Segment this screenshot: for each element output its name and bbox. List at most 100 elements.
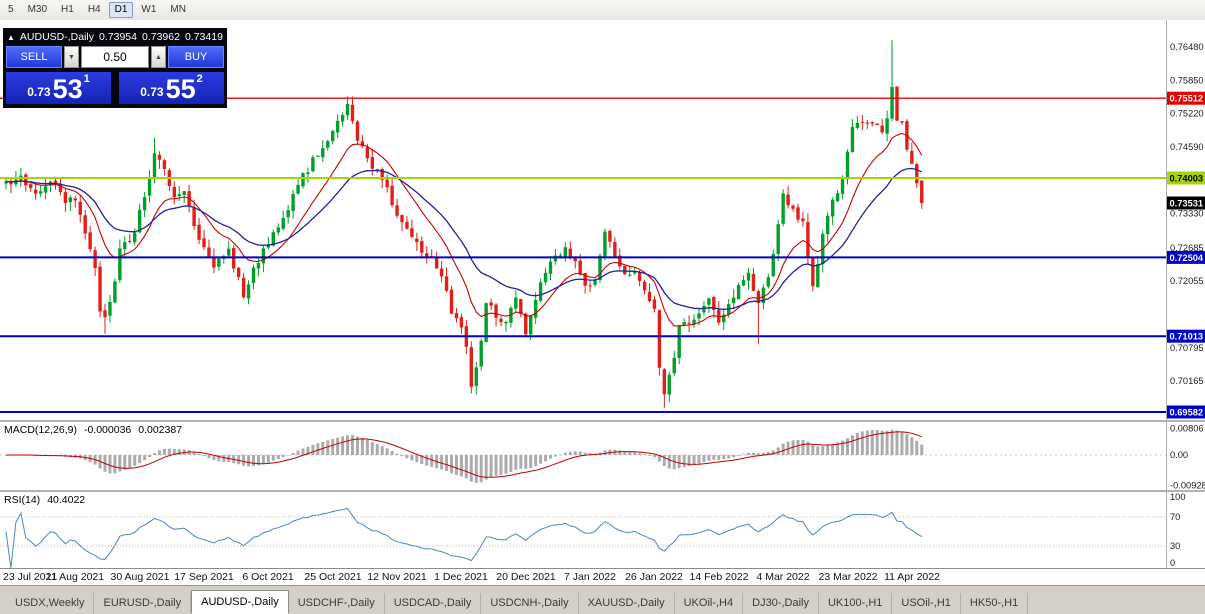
timeframe-button-mn[interactable]: MN bbox=[170, 4, 186, 15]
svg-text:0.75512: 0.75512 bbox=[1170, 94, 1204, 104]
chart-tab-usoilh1[interactable]: USOil-,H1 bbox=[892, 593, 961, 614]
timeframe-button-m30[interactable]: M30 bbox=[27, 4, 48, 15]
date-axis-label: 14 Feb 2022 bbox=[689, 571, 749, 583]
price-tag: 0.71013 bbox=[1167, 329, 1205, 343]
timeframe-button-d1[interactable]: D1 bbox=[108, 2, 134, 18]
date-axis-label: 6 Oct 2021 bbox=[242, 571, 294, 583]
timeframe-button-5[interactable]: 5 bbox=[8, 4, 14, 15]
macd-value-1: -0.000036 bbox=[83, 424, 132, 436]
chart-tab-usdcnhdaily[interactable]: USDCNH-,Daily bbox=[481, 593, 579, 614]
ohlc-close: 0.73531 bbox=[227, 31, 266, 43]
date-axis-label: 23 Mar 2022 bbox=[818, 571, 878, 583]
chart-tab-usdcaddaily[interactable]: USDCAD-,Daily bbox=[385, 593, 482, 614]
buy-button[interactable]: BUY bbox=[168, 46, 224, 68]
rsi-tick-label: 30 bbox=[1170, 541, 1180, 551]
rsi-canvas[interactable]: 100 70 30 0 bbox=[0, 492, 1205, 568]
date-axis-label: 30 Aug 2021 bbox=[110, 571, 170, 583]
price-tag: 0.73531 bbox=[1167, 196, 1205, 210]
panel-splitter[interactable] bbox=[0, 490, 1205, 492]
price-tick-label: 0.73330 bbox=[1170, 209, 1204, 219]
volume-decrease-button[interactable]: ▼ bbox=[64, 46, 79, 68]
date-axis-label: 11 Aug 2021 bbox=[45, 571, 105, 583]
symbol-marker-icon: ▲ bbox=[7, 33, 15, 42]
chart-tab-ukoilh4[interactable]: UKOil-,H4 bbox=[675, 593, 744, 614]
price-chart-panel[interactable]: 0.76480 0.75850 0.75220 0.74590 0.73330 0.726… bbox=[0, 20, 1205, 420]
panel-splitter[interactable] bbox=[0, 420, 1205, 422]
sell-price-big-digits: 53 bbox=[52, 74, 83, 104]
date-axis-label: 26 Jan 2022 bbox=[625, 571, 683, 583]
date-axis-label: 11 Apr 2022 bbox=[884, 571, 940, 583]
svg-text:0.72504: 0.72504 bbox=[1170, 253, 1204, 263]
volume-increase-button[interactable]: ▲ bbox=[151, 46, 166, 68]
price-tick-label: 0.75220 bbox=[1170, 109, 1204, 119]
rsi-line bbox=[5, 507, 923, 568]
rsi-indicator-panel[interactable]: 100 70 30 0 RSI(14) 40.4022 bbox=[0, 492, 1205, 568]
price-tick-label: 0.75850 bbox=[1170, 75, 1204, 85]
sell-price-base: 0.73 bbox=[27, 85, 51, 99]
buy-price-display[interactable]: 0.73 55 2 bbox=[119, 72, 224, 104]
chart-tab-dj30daily[interactable]: DJ30-,Daily bbox=[743, 593, 819, 614]
price-tick-label: 0.74590 bbox=[1170, 142, 1204, 152]
price-tick-label: 0.70795 bbox=[1170, 343, 1204, 353]
time-axis[interactable]: 23 Jul 2021 11 Aug 2021 30 Aug 2021 17 Sep … bbox=[0, 568, 1205, 586]
ma-slow-line bbox=[5, 167, 923, 310]
price-tag: 0.74003 bbox=[1167, 171, 1205, 185]
price-tick-label: 0.70165 bbox=[1170, 376, 1204, 386]
rsi-value: 40.4022 bbox=[47, 494, 86, 506]
price-tick-label: 0.72055 bbox=[1170, 276, 1204, 286]
macd-histogram bbox=[4, 429, 924, 483]
price-tick-label: 0.76480 bbox=[1170, 42, 1204, 52]
macd-indicator-label: MACD(12,26,9) -0.000036 0.002387 bbox=[4, 424, 189, 436]
buy-price-pip-digit: 2 bbox=[196, 73, 203, 85]
macd-canvas[interactable]: 0.00806 0.00 -0.00928 bbox=[0, 422, 1205, 490]
macd-name: MACD(12,26,9) bbox=[4, 424, 77, 436]
sell-button[interactable]: SELL bbox=[6, 46, 62, 68]
chart-tab-uk100h1[interactable]: UK100-,H1 bbox=[819, 593, 893, 614]
macd-signal-line bbox=[6, 431, 922, 478]
price-tag: 0.72504 bbox=[1167, 250, 1205, 264]
chart-symbol: AUDUSD-,Daily bbox=[19, 31, 95, 43]
macd-indicator-panel[interactable]: 0.00806 0.00 -0.00928 MACD(12,26,9) -0.0000… bbox=[0, 422, 1205, 490]
trade-buttons-row: SELL ▼ 0.50 ▲ BUY bbox=[6, 46, 224, 68]
timeframe-button-w1[interactable]: W1 bbox=[141, 4, 157, 15]
one-click-trading-panel: ▲ AUDUSD-,Daily 0.73954 0.73962 0.73419 0.735… bbox=[3, 28, 266, 108]
buy-price-base: 0.73 bbox=[140, 85, 164, 99]
price-tag: 0.75512 bbox=[1167, 91, 1205, 105]
date-axis-label: 12 Nov 2021 bbox=[367, 571, 427, 583]
svg-text:0.71013: 0.71013 bbox=[1170, 332, 1204, 342]
timeframe-buttons: 5 M30 H1 H4 D1 W1 MN bbox=[0, 2, 192, 18]
chart-tab-usdxweekly[interactable]: USDX,Weekly bbox=[6, 593, 95, 614]
timeframe-button-h4[interactable]: H4 bbox=[87, 4, 101, 15]
volume-input[interactable]: 0.50 bbox=[81, 46, 149, 68]
chart-tab-audusddaily[interactable]: AUDUSD-,Daily bbox=[191, 590, 289, 614]
macd-tick-label: 0.00 bbox=[1170, 450, 1188, 460]
date-axis-label: 7 Jan 2022 bbox=[564, 571, 616, 583]
buy-price-big-digits: 55 bbox=[165, 74, 196, 104]
chart-tab-eurusddaily[interactable]: EURUSD-,Daily bbox=[94, 593, 192, 614]
price-chart-canvas[interactable]: 0.76480 0.75850 0.75220 0.74590 0.73330 0.726… bbox=[0, 20, 1205, 420]
macd-value-2: 0.002387 bbox=[138, 424, 183, 436]
rsi-tick-label: 100 bbox=[1170, 492, 1186, 502]
timeframe-toolbar: 5 M30 H1 H4 D1 W1 MN bbox=[0, 0, 1205, 21]
ma-fast-line bbox=[5, 132, 923, 327]
ohlc-high: 0.73962 bbox=[141, 31, 180, 43]
chart-tab-usdchfdaily[interactable]: USDCHF-,Daily bbox=[289, 593, 385, 614]
chart-tab-xauusddaily[interactable]: XAUUSD-,Daily bbox=[579, 593, 675, 614]
macd-tick-label: 0.00806 bbox=[1170, 423, 1204, 433]
chart-tabs-bar: USDX,Weekly EURUSD-,Daily AUDUSD-,Daily USD… bbox=[0, 585, 1205, 614]
rsi-tick-label: 70 bbox=[1170, 512, 1180, 522]
date-axis-label: 20 Dec 2021 bbox=[496, 571, 556, 583]
date-axis-label: 25 Oct 2021 bbox=[304, 571, 362, 583]
bid-ask-row: 0.73 53 1 0.73 55 2 bbox=[6, 72, 224, 104]
rsi-tick-label: 0 bbox=[1170, 558, 1175, 568]
sell-price-display[interactable]: 0.73 53 1 bbox=[6, 72, 111, 104]
chart-tab-hk50h1[interactable]: HK50-,H1 bbox=[961, 593, 1029, 614]
date-axis-label: 17 Sep 2021 bbox=[174, 571, 234, 583]
price-tick-label: 0.72685 bbox=[1170, 243, 1204, 253]
svg-text:0.69582: 0.69582 bbox=[1170, 408, 1204, 418]
date-axis-label: 23 Jul 2021 bbox=[3, 571, 58, 583]
timeframe-button-h1[interactable]: H1 bbox=[61, 4, 74, 15]
ohlc-low: 0.73419 bbox=[184, 31, 223, 43]
rsi-name: RSI(14) bbox=[4, 494, 41, 506]
svg-text:0.74003: 0.74003 bbox=[1170, 174, 1204, 184]
